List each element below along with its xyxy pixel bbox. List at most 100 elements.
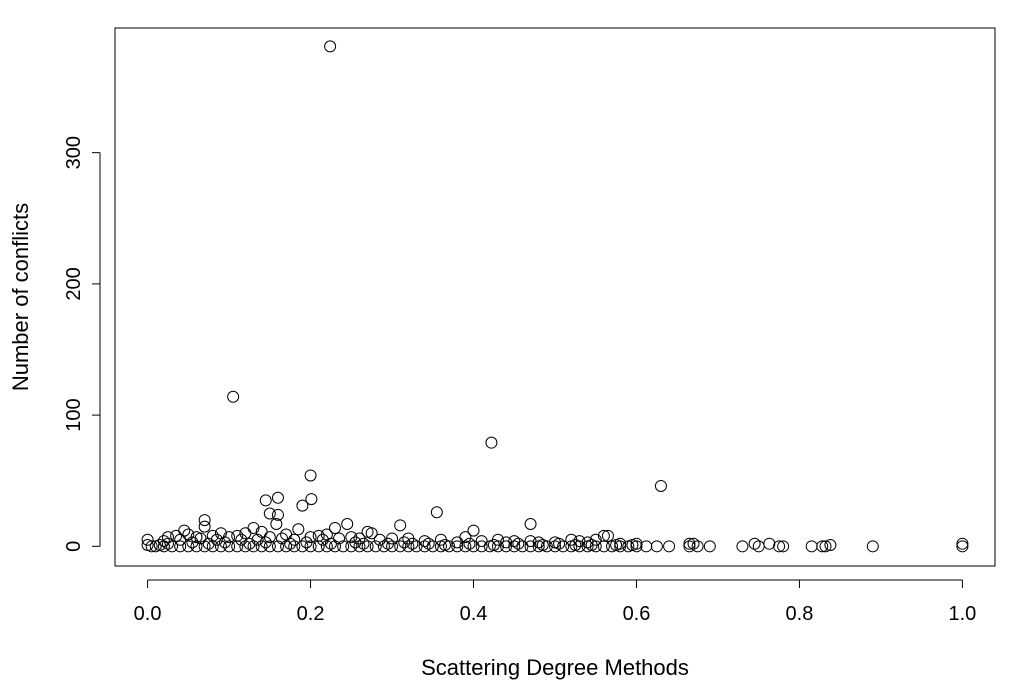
- data-point: [341, 518, 354, 531]
- data-point: [219, 536, 231, 549]
- data-point: [270, 518, 283, 531]
- x-axis-title: Scattering Degree Methods: [421, 655, 689, 680]
- data-point: [553, 537, 566, 550]
- data-point: [357, 537, 370, 550]
- data-point: [190, 540, 203, 553]
- data-point: [231, 529, 244, 542]
- data-point: [182, 540, 195, 553]
- data-point: [418, 540, 431, 553]
- data-point: [320, 540, 333, 553]
- data-point: [524, 518, 537, 531]
- y-tick-label: 300: [63, 136, 85, 169]
- data-point: [956, 537, 969, 550]
- data-point: [288, 533, 301, 546]
- data-point: [736, 540, 749, 553]
- x-tick-label: 0.0: [134, 603, 162, 625]
- data-point: [752, 540, 765, 553]
- data-point: [324, 40, 337, 53]
- data-point: [198, 520, 211, 533]
- x-tick-label: 0.2: [297, 603, 325, 625]
- data-point: [288, 540, 301, 553]
- data-point: [508, 540, 521, 553]
- data-point: [329, 540, 341, 553]
- data-point: [805, 540, 818, 553]
- data-point: [243, 537, 256, 550]
- data-point: [369, 540, 382, 553]
- data-point: [377, 540, 390, 553]
- data-point: [703, 540, 716, 553]
- data-point: [186, 536, 199, 549]
- data-point: [467, 540, 480, 553]
- data-point: [394, 519, 407, 532]
- data-point: [263, 507, 276, 520]
- data-point: [251, 533, 264, 546]
- data-point: [398, 536, 411, 549]
- data-point: [816, 540, 829, 553]
- y-axis: 0 100 200 300: [63, 136, 101, 552]
- data-point: [141, 533, 154, 546]
- data-point: [170, 529, 183, 542]
- data-point: [748, 537, 761, 550]
- data-point: [300, 536, 313, 549]
- data-point: [532, 536, 545, 549]
- data-point: [654, 479, 667, 492]
- data-point: [485, 436, 498, 449]
- data-point: [557, 540, 570, 553]
- data-point: [777, 540, 790, 553]
- data-point: [145, 540, 158, 553]
- data-point: [271, 508, 284, 521]
- data-point: [198, 540, 211, 553]
- data-point: [345, 540, 358, 553]
- data-point: [451, 536, 464, 549]
- data-point: [426, 540, 439, 553]
- data-point: [210, 533, 223, 546]
- data-point: [585, 539, 598, 552]
- data-point: [259, 536, 272, 549]
- data-point: [500, 540, 513, 553]
- data-point: [475, 540, 488, 553]
- data-point: [430, 506, 443, 519]
- data-point: [763, 537, 776, 550]
- data-point: [337, 540, 350, 553]
- data-point: [691, 540, 704, 553]
- data-point: [536, 539, 549, 552]
- data-point: [597, 529, 610, 542]
- data-point: [231, 540, 244, 553]
- data-point: [516, 540, 529, 553]
- data-point: [487, 539, 500, 552]
- y-axis-title: Number of conflicts: [8, 203, 33, 391]
- plot-border: [114, 27, 996, 567]
- data-point: [663, 540, 676, 553]
- data-point: [569, 539, 582, 552]
- x-tick-label: 0.6: [623, 603, 651, 625]
- data-point: [312, 540, 325, 553]
- data-point: [601, 529, 614, 542]
- data-point: [597, 540, 610, 553]
- data-point: [956, 540, 969, 553]
- plot-frame: [114, 27, 996, 567]
- data-point: [422, 537, 435, 550]
- data-point: [284, 537, 297, 550]
- data-point: [239, 527, 252, 540]
- data-point: [683, 537, 696, 550]
- data-point: [824, 539, 837, 552]
- data-point: [349, 536, 362, 549]
- data-point: [296, 499, 309, 512]
- y-tick-label: 100: [63, 398, 85, 431]
- data-point: [166, 540, 179, 553]
- data-point: [683, 540, 696, 553]
- data-point: [280, 540, 293, 553]
- data-point: [259, 494, 272, 507]
- data-point: [463, 537, 476, 550]
- data-point: [524, 540, 537, 553]
- data-point: [687, 537, 700, 550]
- data-point: [296, 540, 309, 553]
- data-point: [223, 540, 236, 553]
- data-point: [406, 537, 419, 550]
- data-point: [610, 539, 623, 552]
- data-point: [214, 540, 227, 553]
- data-point: [381, 537, 394, 550]
- data-point: [353, 540, 366, 553]
- data-point: [316, 533, 329, 546]
